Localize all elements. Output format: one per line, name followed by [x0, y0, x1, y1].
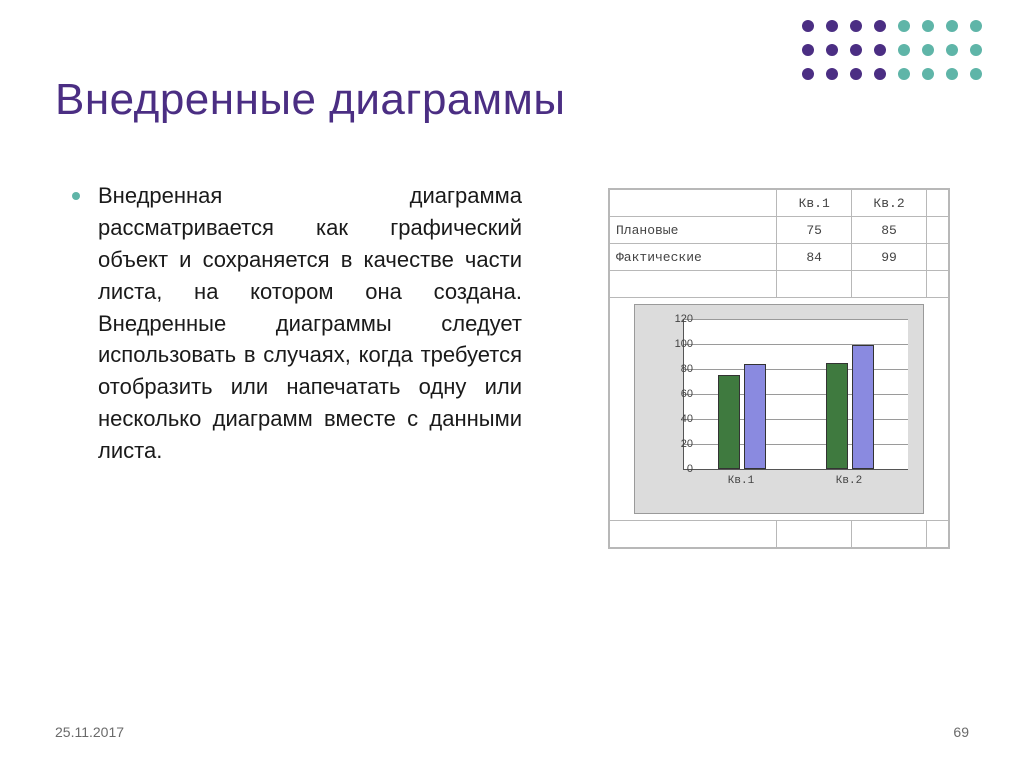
table-cell: [777, 271, 852, 298]
deco-dot: [874, 68, 886, 80]
bullet-dot-icon: [72, 192, 80, 200]
corner-dot-pattern: [802, 20, 984, 82]
table-cell: 75: [777, 217, 852, 244]
table-cell: Кв.2: [852, 190, 927, 217]
slide-title: Внедренные диаграммы: [55, 75, 566, 125]
table-cell: [852, 521, 927, 548]
chart-ytick-label: 20: [663, 438, 693, 450]
footer-page-number: 69: [953, 724, 969, 740]
deco-dot: [850, 44, 862, 56]
chart-bar: [826, 363, 848, 469]
deco-dot: [898, 20, 910, 32]
table-cell: [777, 521, 852, 548]
chart-bar: [852, 345, 874, 469]
chart-cell: 0 20 40 60 80 100 120 Кв.1 Кв.2: [610, 298, 949, 521]
deco-dot: [922, 68, 934, 80]
chart-gridline: [684, 319, 908, 320]
chart-ytick-label: 100: [663, 338, 693, 350]
deco-dot: [946, 44, 958, 56]
table-header-row: Кв.1 Кв.2: [610, 190, 949, 217]
table-empty-row: [610, 271, 949, 298]
table-row: Плановые 75 85: [610, 217, 949, 244]
table-row: Фактические 84 99: [610, 244, 949, 271]
bullet-text: Внедренная диаграмма рассматривается как…: [98, 180, 522, 467]
chart-ytick-label: 80: [663, 363, 693, 375]
data-table: Кв.1 Кв.2 Плановые 75 85 Фактические 84 …: [609, 189, 949, 548]
table-chart-row: 0 20 40 60 80 100 120 Кв.1 Кв.2: [610, 298, 949, 521]
deco-dot: [826, 20, 838, 32]
chart-xtick-label: Кв.1: [711, 475, 771, 487]
chart-bar: [744, 364, 766, 469]
chart-gridline: [684, 344, 908, 345]
chart-bar: [718, 375, 740, 469]
chart-ytick-label: 120: [663, 313, 693, 325]
deco-dot: [970, 68, 982, 80]
table-cell: [610, 271, 777, 298]
table-cell: [926, 217, 948, 244]
deco-dot: [874, 20, 886, 32]
deco-dot: [802, 20, 814, 32]
deco-dot: [970, 44, 982, 56]
table-cell: Плановые: [610, 217, 777, 244]
table-cell: 99: [852, 244, 927, 271]
chart-plot-area: [683, 319, 908, 470]
deco-dot: [898, 68, 910, 80]
chart-ytick-label: 40: [663, 413, 693, 425]
table-cell: 85: [852, 217, 927, 244]
deco-dot: [850, 68, 862, 80]
table-cell: [926, 271, 948, 298]
table-cell: [610, 190, 777, 217]
table-cell: [610, 521, 777, 548]
deco-dot: [874, 44, 886, 56]
deco-dot: [850, 20, 862, 32]
chart-gridline: [684, 369, 908, 370]
deco-dot: [946, 20, 958, 32]
table-cell: [926, 521, 948, 548]
chart-ytick-label: 0: [663, 463, 693, 475]
deco-dot: [802, 44, 814, 56]
chart-xtick-label: Кв.2: [819, 475, 879, 487]
table-empty-row: [610, 521, 949, 548]
embedded-bar-chart: 0 20 40 60 80 100 120 Кв.1 Кв.2: [634, 304, 924, 514]
table-cell: [852, 271, 927, 298]
footer-date: 25.11.2017: [55, 724, 124, 740]
deco-dot: [826, 68, 838, 80]
body-text-block: Внедренная диаграмма рассматривается как…: [72, 180, 522, 467]
embedded-spreadsheet: Кв.1 Кв.2 Плановые 75 85 Фактические 84 …: [608, 188, 950, 549]
table-cell: Фактические: [610, 244, 777, 271]
table-cell: [926, 244, 948, 271]
table-cell: Кв.1: [777, 190, 852, 217]
deco-dot: [922, 44, 934, 56]
table-cell: [926, 190, 948, 217]
deco-dot: [922, 20, 934, 32]
slide: Внедренные диаграммы Внедренная диаграмм…: [0, 0, 1024, 768]
deco-dot: [802, 68, 814, 80]
deco-dot: [970, 20, 982, 32]
deco-dot: [898, 44, 910, 56]
chart-ytick-label: 60: [663, 388, 693, 400]
deco-dot: [946, 68, 958, 80]
table-cell: 84: [777, 244, 852, 271]
bullet-item: Внедренная диаграмма рассматривается как…: [72, 180, 522, 467]
deco-dot: [826, 44, 838, 56]
